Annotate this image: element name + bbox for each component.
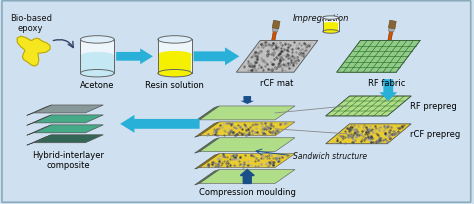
- Polygon shape: [27, 135, 52, 145]
- Polygon shape: [193, 48, 239, 66]
- Polygon shape: [195, 106, 219, 122]
- Bar: [272, 28, 278, 33]
- Ellipse shape: [81, 37, 114, 44]
- Polygon shape: [237, 41, 318, 73]
- Bar: [158, 55, 191, 73]
- Ellipse shape: [323, 17, 338, 20]
- Polygon shape: [200, 122, 295, 136]
- Text: Bio-based
epoxy: Bio-based epoxy: [10, 14, 52, 33]
- Bar: [388, 21, 396, 30]
- Polygon shape: [200, 170, 295, 184]
- Text: Resin solution: Resin solution: [146, 81, 204, 90]
- Polygon shape: [34, 105, 103, 113]
- Bar: [388, 28, 394, 33]
- Bar: [271, 31, 277, 47]
- Text: Impregnation: Impregnation: [292, 13, 349, 22]
- Ellipse shape: [81, 70, 114, 78]
- Polygon shape: [17, 37, 50, 67]
- Bar: [81, 40, 114, 74]
- Polygon shape: [326, 96, 411, 116]
- Polygon shape: [326, 124, 411, 144]
- Polygon shape: [116, 49, 153, 65]
- Ellipse shape: [323, 31, 338, 34]
- Polygon shape: [200, 138, 295, 152]
- Bar: [323, 19, 338, 32]
- Polygon shape: [27, 115, 52, 126]
- Text: Compression moulding: Compression moulding: [199, 187, 296, 196]
- Ellipse shape: [81, 53, 114, 60]
- Text: Hybrid-interlayer
composite: Hybrid-interlayer composite: [33, 150, 104, 169]
- Polygon shape: [195, 170, 219, 185]
- Text: Acetone: Acetone: [80, 81, 115, 90]
- Polygon shape: [34, 135, 103, 143]
- Ellipse shape: [323, 23, 338, 27]
- Text: Sandwich structure: Sandwich structure: [293, 151, 367, 160]
- Text: RF prepreg: RF prepreg: [410, 102, 457, 111]
- Polygon shape: [27, 105, 52, 116]
- Bar: [158, 40, 191, 74]
- Polygon shape: [200, 106, 295, 120]
- Polygon shape: [195, 154, 219, 169]
- Polygon shape: [34, 115, 103, 123]
- Polygon shape: [195, 138, 219, 153]
- Bar: [81, 56, 114, 73]
- Text: rCF prepreg: rCF prepreg: [410, 130, 460, 139]
- Polygon shape: [27, 125, 52, 136]
- Polygon shape: [200, 154, 295, 168]
- Ellipse shape: [158, 52, 191, 59]
- Text: RF fabric: RF fabric: [368, 79, 405, 88]
- Polygon shape: [195, 122, 219, 137]
- Bar: [272, 21, 280, 30]
- Polygon shape: [120, 115, 200, 133]
- Ellipse shape: [158, 37, 191, 44]
- Polygon shape: [34, 125, 103, 133]
- Text: rCF mat: rCF mat: [260, 79, 294, 88]
- Polygon shape: [379, 80, 397, 102]
- Polygon shape: [240, 170, 254, 184]
- Ellipse shape: [158, 70, 191, 78]
- Bar: [387, 31, 393, 47]
- Polygon shape: [240, 96, 254, 104]
- Polygon shape: [337, 41, 420, 73]
- Bar: [323, 24, 338, 32]
